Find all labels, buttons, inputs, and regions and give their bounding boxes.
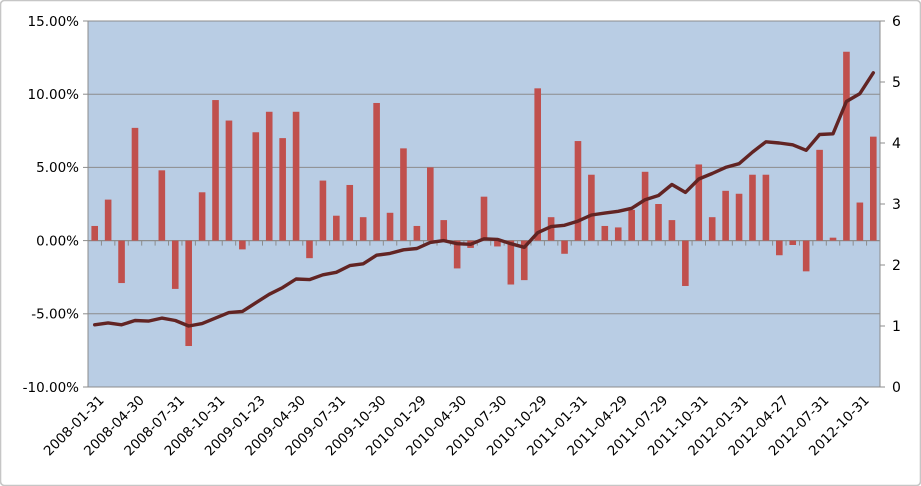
bar-month-42[interactable]	[641, 171, 649, 241]
bar-month-43[interactable]	[655, 204, 662, 241]
bar-month-46[interactable]	[695, 164, 703, 241]
bar-month-59[interactable]	[869, 136, 877, 241]
bar-month-14[interactable]	[265, 111, 273, 241]
bar-month-38[interactable]	[588, 174, 595, 241]
bar-month-52[interactable]	[776, 240, 783, 256]
bar-month-33[interactable]	[520, 240, 528, 281]
y-axis-left-label: 5.00%	[36, 160, 79, 176]
bar-month-41[interactable]	[628, 209, 635, 241]
bar-month-58[interactable]	[856, 202, 864, 241]
bar-month-25[interactable]	[413, 225, 421, 241]
bar-month-21[interactable]	[359, 217, 367, 241]
bar-month-24[interactable]	[400, 148, 407, 241]
bar-month-16[interactable]	[292, 111, 300, 241]
bar-month-26[interactable]	[427, 167, 434, 241]
y-axis-left-label: -10.00%	[23, 380, 80, 396]
bar-month-54[interactable]	[802, 240, 810, 272]
bar-month-53[interactable]	[789, 240, 797, 245]
bar-month-10[interactable]	[212, 100, 219, 241]
bar-month-40[interactable]	[614, 227, 622, 241]
bar-month-15[interactable]	[279, 138, 286, 241]
y-axis-right-label: 3	[892, 197, 901, 213]
y-axis-right-label: 0	[892, 380, 901, 396]
bar-month-3[interactable]	[118, 240, 125, 284]
bar-month-17[interactable]	[306, 240, 313, 259]
bar-month-51[interactable]	[762, 174, 770, 241]
bar-month-57[interactable]	[843, 51, 850, 241]
bar-month-37[interactable]	[574, 141, 582, 241]
bar-month-35[interactable]	[547, 217, 555, 241]
bar-month-12[interactable]	[239, 240, 246, 250]
bar-month-9[interactable]	[198, 192, 206, 241]
bar-month-56[interactable]	[829, 237, 837, 241]
bar-month-39[interactable]	[601, 225, 609, 241]
y-axis-right-label: 6	[892, 14, 901, 30]
y-axis-left-label: 0.00%	[36, 233, 79, 249]
bar-month-13[interactable]	[252, 132, 260, 241]
bar-month-19[interactable]	[333, 215, 340, 241]
bar-month-6[interactable]	[158, 170, 166, 241]
bar-month-30[interactable]	[480, 196, 488, 241]
bar-month-31[interactable]	[494, 240, 501, 247]
bar-month-47[interactable]	[708, 217, 716, 241]
bar-month-48[interactable]	[722, 190, 729, 241]
y-axis-left-label: -5.00%	[31, 307, 79, 323]
bar-month-45[interactable]	[682, 240, 689, 286]
bar-month-32[interactable]	[507, 240, 515, 285]
bar-month-23[interactable]	[386, 212, 394, 241]
bar-month-20[interactable]	[346, 184, 354, 241]
bar-month-18[interactable]	[319, 180, 327, 241]
bar-month-49[interactable]	[735, 193, 743, 241]
y-axis-right-label: 4	[892, 136, 901, 152]
y-axis-right-label: 1	[892, 319, 901, 335]
bar-month-34[interactable]	[534, 88, 541, 241]
bar-month-2[interactable]	[104, 199, 112, 241]
bar-month-55[interactable]	[816, 149, 823, 241]
cumulative-line[interactable]	[92, 71, 875, 328]
bar-month-8[interactable]	[185, 240, 192, 347]
bar-month-4[interactable]	[131, 127, 139, 241]
bar-month-44[interactable]	[668, 220, 676, 241]
bar-month-27[interactable]	[440, 220, 448, 241]
bar-month-22[interactable]	[373, 102, 380, 241]
bar-month-11[interactable]	[225, 120, 233, 241]
bar-month-28[interactable]	[453, 240, 461, 269]
y-axis-left-label: 15.00%	[28, 14, 80, 30]
y-axis-right-label: 5	[892, 75, 901, 91]
y-axis-right-label: 2	[892, 258, 901, 274]
bar-month-7[interactable]	[171, 240, 179, 289]
bar-month-50[interactable]	[749, 174, 756, 241]
bar-month-1[interactable]	[91, 225, 99, 241]
y-axis-left-label: 10.00%	[28, 87, 80, 103]
bar-month-36[interactable]	[561, 240, 568, 254]
